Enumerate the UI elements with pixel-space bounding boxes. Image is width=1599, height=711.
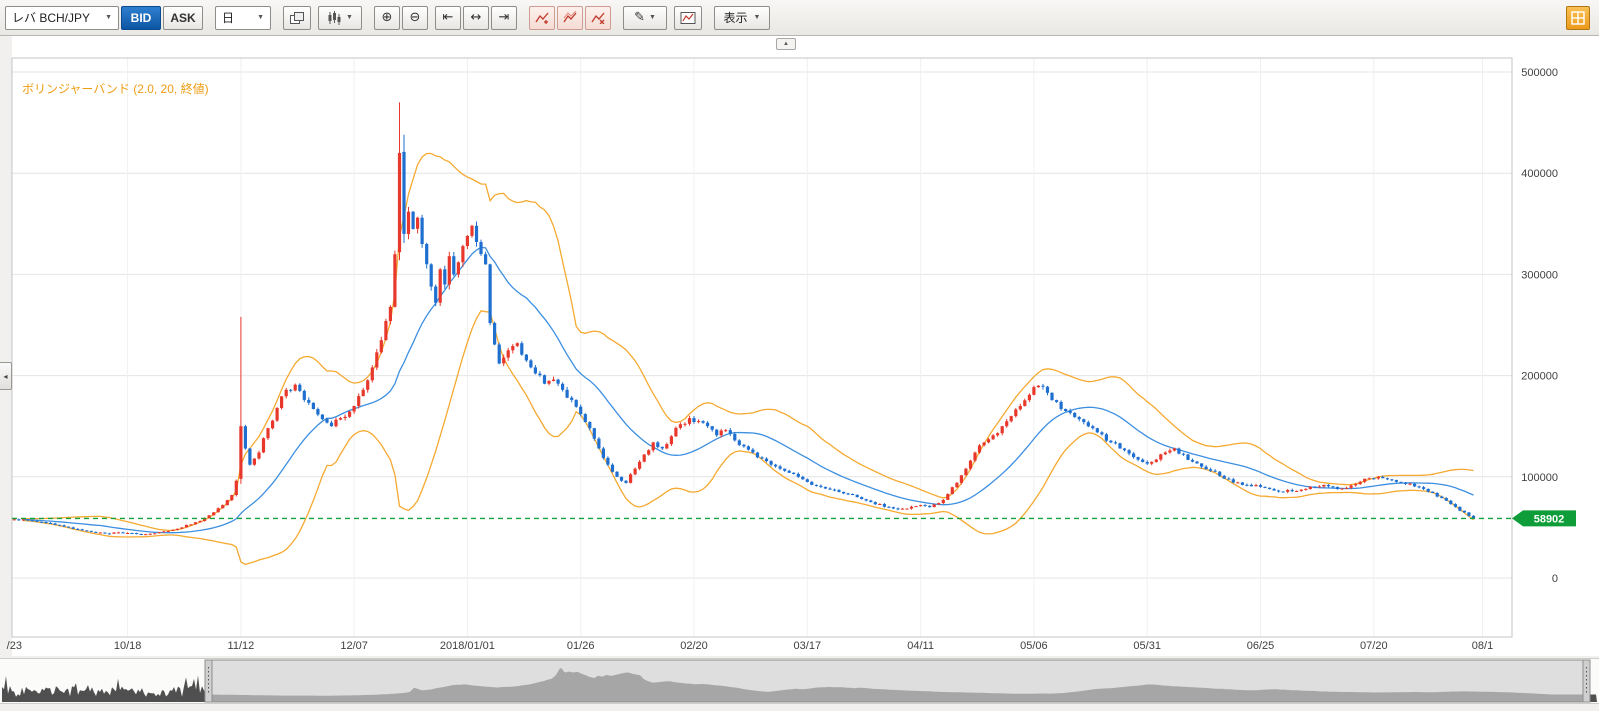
left-gutter (0, 36, 12, 656)
chevron-down-icon: ▼ (257, 14, 264, 21)
zoom-in-button[interactable]: ⊕ (374, 5, 400, 30)
pan-left-edge-icon: ⇤ (442, 10, 454, 25)
pen-icon: ✎ (634, 10, 645, 25)
symbol-select[interactable]: レバ BCH/JPY ▼ (5, 5, 119, 30)
ask-button[interactable]: ASK (163, 5, 203, 30)
grid-layout-icon (1571, 10, 1585, 25)
svg-text:/23: /23 (7, 640, 22, 652)
range-navigator-strip[interactable] (0, 659, 1599, 703)
period-select-value: 日 (222, 11, 235, 25)
bid-button[interactable]: BID (121, 5, 161, 30)
display-menu-button[interactable]: 表示 ▼ (714, 5, 770, 30)
indicator-remove-icon (590, 12, 604, 24)
chevron-down-icon: ▼ (648, 14, 656, 21)
toolbar-collapse-button[interactable]: ▲ (776, 38, 796, 50)
indicator-remove-button[interactable] (585, 5, 611, 30)
svg-text:11/12: 11/12 (228, 640, 255, 652)
draw-tool-button[interactable]: ✎ ▼ (623, 5, 667, 30)
chart-window-icon (680, 11, 696, 24)
candlestick-type-icon (328, 10, 341, 25)
side-panel-handle[interactable]: ◂ (0, 362, 12, 390)
indicator-edit-button[interactable] (557, 5, 583, 30)
chevron-down-icon: ▼ (105, 14, 112, 21)
candles-layer (12, 102, 1476, 536)
compare-icon (290, 11, 304, 24)
zoom-out-icon: ⊖ (409, 10, 421, 25)
svg-text:08/1: 08/1 (1472, 640, 1493, 652)
svg-text:04/11: 04/11 (907, 640, 934, 652)
panel-arrow-icon: ◂ (3, 371, 8, 381)
zoom-out-button[interactable]: ⊖ (402, 5, 428, 30)
svg-text:10/18: 10/18 (114, 640, 142, 652)
range-navigator (0, 658, 1599, 704)
svg-text:06/25: 06/25 (1247, 640, 1275, 652)
fit-width-icon: ↔ (470, 10, 482, 25)
current-price-tag: 58902 (1512, 510, 1576, 527)
chevron-down-icon: ▼ (753, 14, 761, 21)
svg-text:07/20: 07/20 (1360, 640, 1388, 652)
svg-text:58902: 58902 (1534, 513, 1565, 525)
scroll-to-start-button[interactable]: ⇤ (435, 5, 461, 30)
symbol-select-value: レバ BCH/JPY (12, 11, 91, 25)
svg-text:01/26: 01/26 (567, 640, 595, 652)
display-menu-label: 表示 (723, 11, 748, 25)
chart-type-button[interactable]: ▼ (318, 5, 362, 30)
indicator-edit-icon (562, 11, 576, 23)
zoom-in-icon: ⊕ (381, 10, 393, 25)
svg-text:2018/01/01: 2018/01/01 (440, 640, 495, 652)
indicator-label: ボリンジャーバンド (2.0, 20, 終値) (22, 82, 209, 96)
svg-text:0: 0 (1552, 573, 1558, 585)
navigator-left-handle[interactable] (204, 659, 213, 703)
svg-text:500000: 500000 (1521, 67, 1558, 79)
svg-text:05/31: 05/31 (1133, 640, 1161, 652)
svg-text:200000: 200000 (1521, 371, 1558, 383)
indicator-add-icon (534, 12, 548, 24)
compare-symbol-button[interactable] (283, 5, 311, 30)
chart-region: ▲ ◂ ボリンジャーバンド (2.0, 20, 終値) 0 100000 20000… (0, 36, 1599, 656)
fit-width-button[interactable]: ↔ (463, 5, 489, 30)
navigator-thumb[interactable] (204, 659, 1591, 703)
toolbar: レバ BCH/JPY ▼ BID ASK 日 ▼ ▼ ⊕ ⊖ ⇤ (0, 0, 1599, 36)
candlestick-chart[interactable]: 0 100000 200000 300000 400000 500000/23 10/18 1… (0, 36, 1599, 656)
bollinger-upper-line (23, 152, 1474, 532)
scroll-to-latest-button[interactable]: ⇥ (491, 5, 517, 30)
collapse-up-icon: ▲ (783, 41, 789, 47)
bollinger-lower-line (23, 310, 1474, 566)
svg-text:100000: 100000 (1521, 472, 1558, 484)
indicator-add-button[interactable] (529, 5, 555, 30)
chevron-down-icon: ▼ (346, 14, 353, 21)
layout-button[interactable] (1566, 5, 1590, 30)
svg-text:300000: 300000 (1521, 269, 1558, 281)
svg-text:12/07: 12/07 (340, 640, 368, 652)
pan-right-edge-icon: ⇥ (498, 10, 510, 25)
navigator-right-handle[interactable] (1582, 659, 1591, 703)
chart-settings-button[interactable] (674, 5, 702, 30)
svg-text:400000: 400000 (1521, 168, 1558, 180)
svg-text:03/17: 03/17 (794, 640, 822, 652)
svg-text:02/20: 02/20 (680, 640, 708, 652)
svg-text:05/06: 05/06 (1020, 640, 1048, 652)
bollinger-middle-line (23, 246, 1474, 534)
period-select[interactable]: 日 ▼ (215, 5, 271, 30)
